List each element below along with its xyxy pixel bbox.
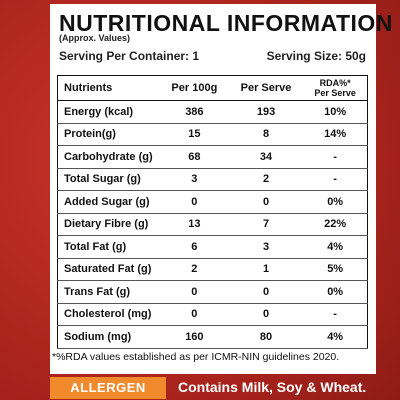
table-cell: 13	[160, 213, 229, 236]
table-cell: Trans Fat (g)	[57, 280, 160, 304]
serving-container: Serving Per Container: 1	[59, 49, 200, 63]
table-row: Total Fat (g) 6 3 4%	[57, 235, 368, 259]
table-cell: 193	[228, 100, 304, 124]
nutrition-table: Nutrients Per 100g Per Serve RDA%* Per Serv…	[57, 75, 368, 349]
table-cell: Added Sugar (g)	[57, 190, 160, 214]
table-cell: 7	[228, 213, 304, 236]
column-header: RDA%* Per Serve	[303, 75, 368, 101]
table-cell: Carbohydrate (g)	[57, 145, 160, 169]
table-cell: 4%	[303, 325, 368, 349]
table-cell: 0%	[303, 280, 368, 304]
table-cell: 5%	[303, 258, 368, 281]
table-cell: 2	[228, 168, 304, 191]
table-cell: 1	[228, 258, 304, 281]
table-cell: 10%	[303, 100, 368, 124]
allergen-text: Contains Milk, Soy & Wheat.	[178, 379, 367, 395]
table-cell: 0	[228, 303, 304, 326]
table-cell: 15	[160, 123, 229, 146]
table-cell: 0	[228, 190, 304, 214]
footnote: *%RDA values established as per ICMR-NIN…	[52, 351, 340, 363]
column-header: Nutrients	[57, 75, 160, 101]
table-cell: 80	[228, 325, 304, 349]
table-cell: 0	[160, 190, 229, 214]
table-cell: 6	[160, 235, 229, 259]
table-row: Added Sugar (g) 0 0 0%	[57, 190, 368, 214]
table-cell: 0	[160, 280, 229, 304]
table-cell: Cholesterol (mg)	[57, 303, 160, 326]
table-cell: 22%	[303, 213, 368, 236]
table-cell: -	[303, 145, 368, 169]
table-cell: 8	[228, 123, 304, 146]
table-cell: 14%	[303, 123, 368, 146]
table-cell: 3	[228, 235, 304, 259]
table-cell: Dietary Fibre (g)	[57, 213, 160, 236]
table-cell: Total Sugar (g)	[57, 168, 160, 191]
title: NUTRITIONAL INFORMATION	[59, 10, 393, 36]
table-cell: Saturated Fat (g)	[57, 258, 160, 281]
serving-size: Serving Size: 50g	[266, 49, 366, 63]
table-cell: 0%	[303, 190, 368, 214]
table-cell: Total Fat (g)	[57, 235, 160, 259]
table-cell: Energy (kcal)	[57, 100, 160, 124]
subtitle: (Approx. Values)	[59, 33, 131, 43]
table-row: Dietary Fibre (g) 13 7 22%	[57, 213, 368, 236]
column-header: Per Serve	[228, 75, 304, 101]
table-cell: Sodium (mg)	[57, 325, 160, 349]
table-cell: 68	[160, 145, 229, 169]
table-cell: 34	[228, 145, 304, 169]
table-row: Saturated Fat (g) 2 1 5%	[57, 258, 368, 281]
nutrition-panel: NUTRITIONAL INFORMATION (Approx. Values)…	[50, 4, 392, 374]
table-row: Energy (kcal) 386 193 10%	[57, 100, 368, 124]
table-cell: 3	[160, 168, 229, 191]
table-cell: Protein(g)	[57, 123, 160, 146]
table-row: Carbohydrate (g) 68 34-	[57, 145, 368, 169]
table-row: Protein(g) 15 8 14%	[57, 123, 368, 146]
table-cell: 386	[160, 100, 229, 124]
table-cell: -	[303, 303, 368, 326]
table-cell: 0	[160, 303, 229, 326]
table-cell: 4%	[303, 235, 368, 259]
table-cell: 2	[160, 258, 229, 281]
table-cell: -	[303, 168, 368, 191]
table-row: Cholesterol (mg) 0 0-	[57, 303, 368, 326]
table-row: Sodium (mg) 160 80 4%	[57, 325, 368, 349]
table-row: Trans Fat (g) 0 0 0%	[57, 280, 368, 304]
table-row: Total Sugar (g) 3 2-	[57, 168, 368, 191]
table-cell: 0	[228, 280, 304, 304]
column-header: Per 100g	[160, 75, 229, 101]
table-cell: 160	[160, 325, 229, 349]
allergen-label: ALLERGEN ADVICE	[50, 377, 166, 399]
